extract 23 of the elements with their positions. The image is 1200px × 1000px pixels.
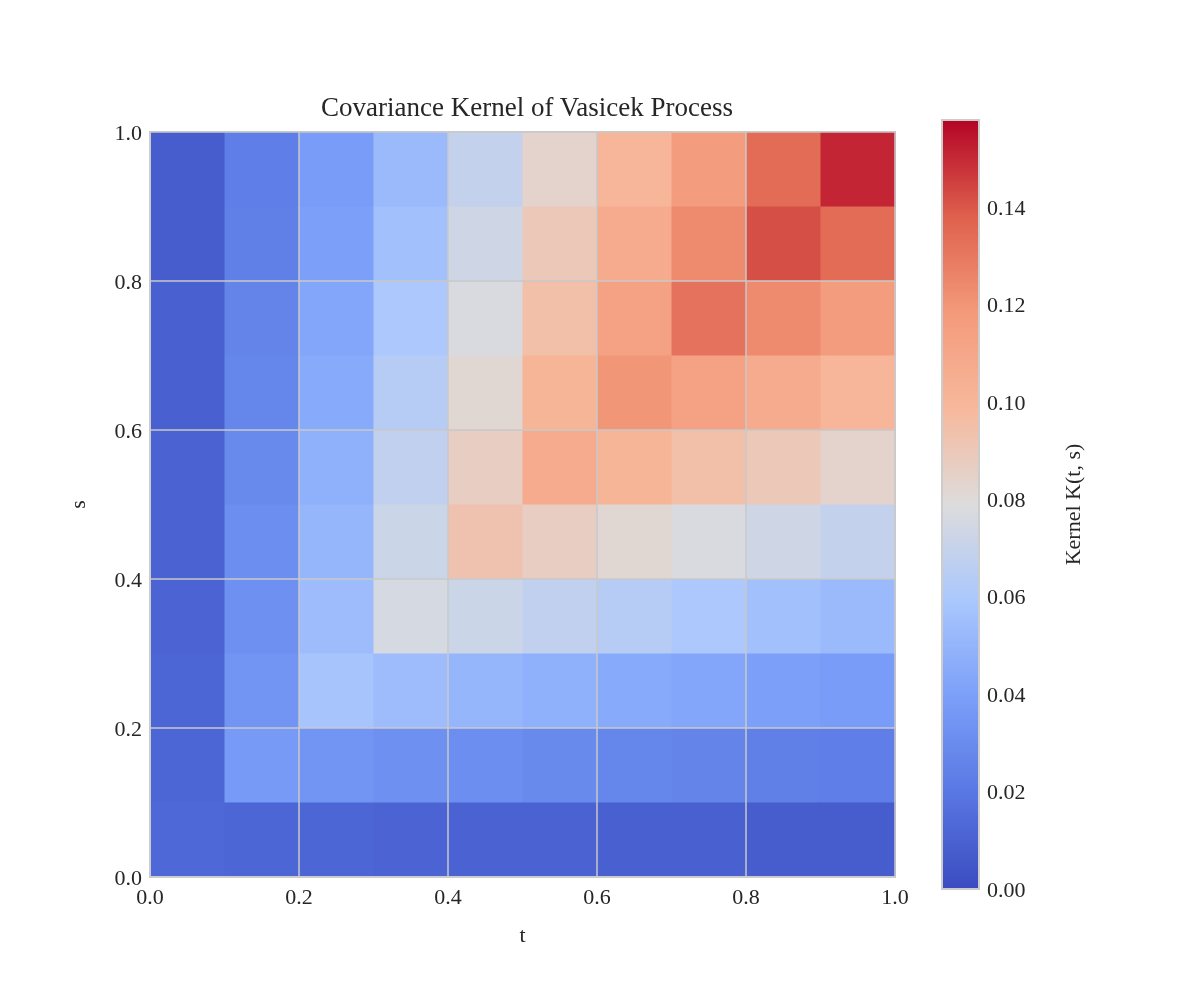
y-tick-label: 0.0 — [114, 864, 142, 890]
y-tick-label: 1.0 — [114, 119, 142, 145]
y-tick-label: 0.6 — [114, 417, 142, 443]
color-bar-title: Kernel K(t, s) — [1059, 443, 1085, 566]
color-bar-label: 0.04 — [987, 681, 1026, 707]
x-tick-label: 0.8 — [732, 883, 760, 909]
color-bar-label: 0.02 — [987, 779, 1026, 805]
x-axis-title: t — [519, 921, 526, 947]
x-tick-label: 1.0 — [881, 883, 909, 909]
color-bar-label: 0.00 — [987, 876, 1026, 902]
color-bar-label: 0.06 — [987, 584, 1026, 610]
color-bar-label: 0.10 — [987, 389, 1026, 415]
y-tick-label: 0.8 — [114, 268, 142, 294]
x-tick-label: 0.4 — [434, 883, 462, 909]
y-axis-title: s — [64, 500, 90, 509]
y-tick-label: 0.4 — [114, 566, 142, 592]
color-bar-label: 0.08 — [987, 487, 1026, 513]
x-tick-label: 0.6 — [583, 883, 611, 909]
y-tick-label: 0.2 — [114, 715, 142, 741]
color-bar-label: 0.12 — [987, 292, 1026, 318]
color-bar-label: 0.14 — [987, 195, 1026, 221]
chart-title: Covariance Kernel of Vasicek Process — [321, 91, 733, 122]
x-tick-label: 0.2 — [285, 883, 313, 909]
